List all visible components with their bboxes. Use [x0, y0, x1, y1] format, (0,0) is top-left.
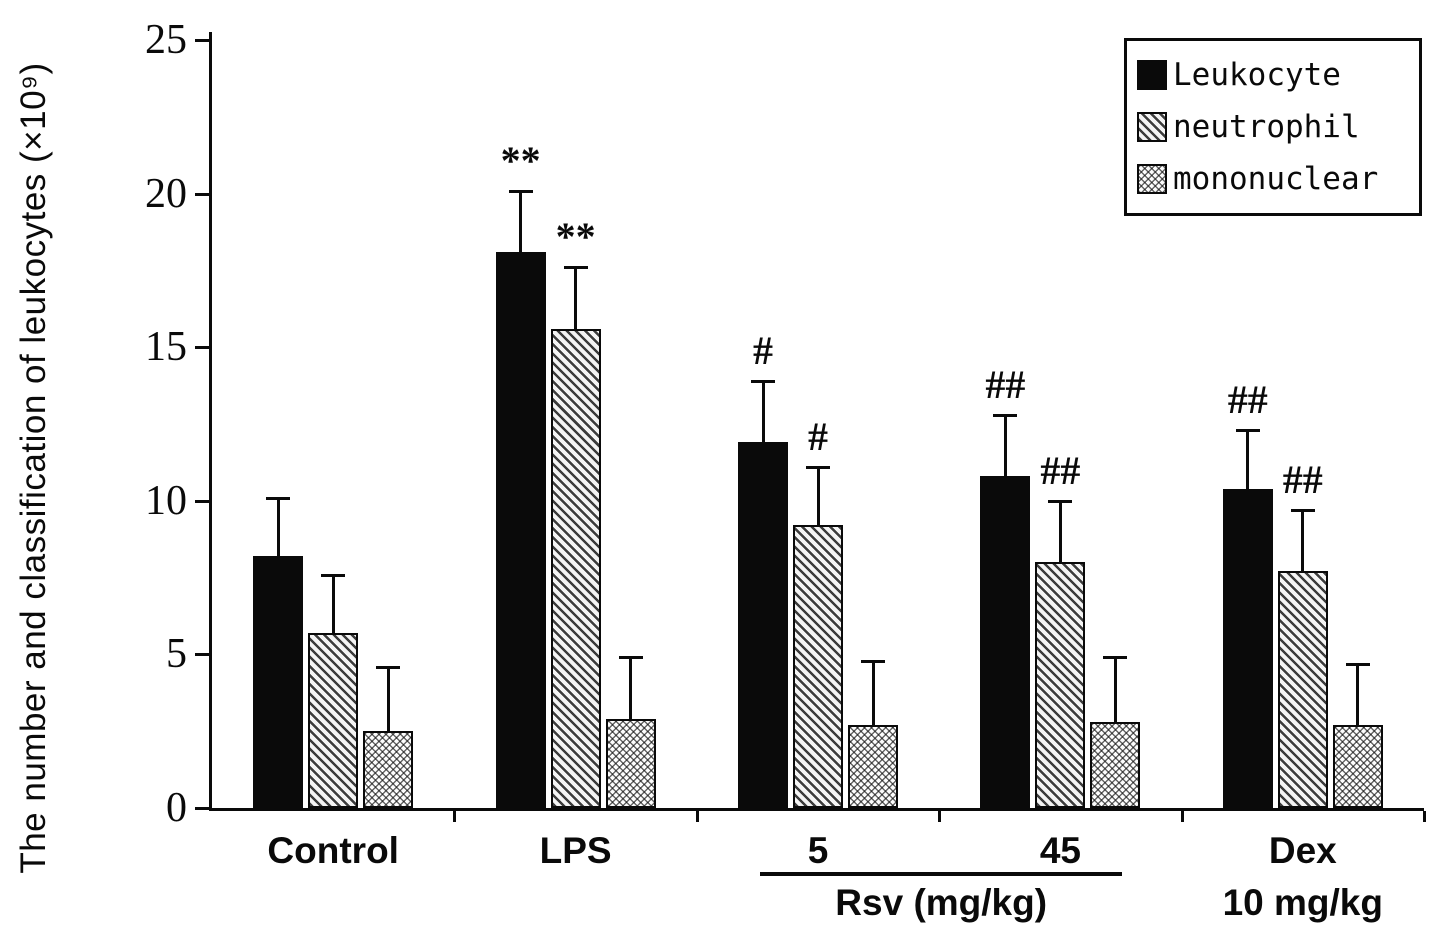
legend-item-mononuclear: mononuclear — [1137, 161, 1409, 197]
legend-label: neutrophil — [1173, 109, 1360, 145]
bar-mononuclear-45 — [1090, 721, 1141, 808]
error-bar-Leukocyte-Control — [276, 497, 280, 557]
bar-Leukocyte-45 — [980, 476, 1031, 808]
bar-neutrophil-LPS — [550, 328, 601, 808]
x-axis-label-45: 45 — [1039, 830, 1081, 871]
y-tick-mark — [195, 807, 209, 810]
y-axis-line — [209, 32, 212, 811]
y-tick-label: 10 — [145, 477, 187, 524]
significance-annotation: ## — [1040, 447, 1081, 493]
legend-item-neutrophil: neutrophil — [1137, 109, 1409, 145]
dex-dose-label: 10 mg/kg — [1222, 882, 1383, 923]
error-bar-mononuclear-5 — [871, 660, 875, 726]
significance-annotation: ## — [1227, 377, 1268, 423]
error-bar-mononuclear-LPS — [629, 657, 633, 719]
error-bar-mononuclear-Dex — [1356, 663, 1360, 726]
x-axis-label-5: 5 — [807, 830, 829, 871]
x-axis-label-Control: Control — [267, 830, 399, 871]
significance-annotation: ## — [1282, 457, 1323, 503]
y-tick-mark — [195, 192, 209, 196]
bar-mononuclear-LPS — [605, 718, 656, 808]
y-axis-title: The number and classification of leukocy… — [14, 62, 53, 874]
error-bar-cap — [806, 466, 830, 469]
error-bar-cap — [563, 266, 588, 270]
error-bar-neutrophil-LPS — [574, 267, 578, 329]
error-bar-cap — [993, 413, 1018, 417]
bar-mononuclear-5 — [848, 725, 898, 808]
error-bar-cap — [861, 659, 885, 663]
y-tick-label: 5 — [166, 631, 187, 678]
rsv-group-label: Rsv (mg/kg) — [835, 882, 1048, 923]
bar-neutrophil-45 — [1035, 562, 1086, 808]
bar-mononuclear-Dex — [1332, 725, 1383, 808]
y-tick-mark — [195, 499, 209, 503]
error-bar-Leukocyte-5 — [761, 380, 765, 443]
significance-annotation: ## — [985, 361, 1026, 407]
x-tick-mark — [1180, 811, 1184, 822]
y-tick-mark — [195, 346, 209, 350]
error-bar-cap — [1048, 499, 1073, 503]
error-bar-cap — [1235, 429, 1260, 433]
error-bar-cap — [266, 496, 291, 500]
bar-neutrophil-Control — [308, 632, 359, 808]
error-bar-neutrophil-Dex — [1301, 510, 1305, 572]
error-bar-cap — [321, 573, 346, 577]
error-bar-cap — [508, 189, 533, 193]
bar-Leukocyte-Control — [253, 556, 304, 808]
error-bar-cap — [1345, 662, 1370, 666]
error-bar-neutrophil-5 — [816, 467, 820, 526]
x-tick-mark — [453, 811, 457, 822]
bar-Leukocyte-Dex — [1222, 488, 1273, 808]
error-bar-cap — [618, 656, 643, 660]
y-tick-mark — [195, 39, 209, 42]
error-bar-Leukocyte-Dex — [1246, 430, 1250, 489]
bar-Leukocyte-LPS — [495, 251, 546, 808]
y-tick-label: 25 — [145, 17, 187, 63]
error-bar-cap — [376, 665, 401, 669]
chart-legend: Leukocyte neutrophil mononuclear — [1124, 38, 1422, 216]
rsv-bracket-line — [760, 872, 1123, 876]
legend-label: mononuclear — [1173, 161, 1379, 197]
error-bar-mononuclear-Control — [386, 666, 390, 732]
x-tick-mark — [695, 811, 699, 822]
x-axis-label-Dex: Dex — [1268, 830, 1337, 871]
y-tick-label: 15 — [145, 324, 187, 371]
error-bar-Leukocyte-LPS — [519, 190, 523, 252]
error-bar-Leukocyte-45 — [1003, 414, 1007, 477]
y-tick-mark — [195, 653, 209, 657]
error-bar-neutrophil-45 — [1058, 500, 1062, 563]
bar-neutrophil-Dex — [1277, 571, 1328, 808]
legend-item-Leukocyte: Leukocyte — [1137, 57, 1409, 93]
error-bar-cap — [751, 379, 775, 383]
significance-annotation: # — [753, 327, 773, 373]
mononuclear-swatch-icon — [1137, 164, 1167, 194]
y-tick-label: 0 — [166, 785, 187, 831]
bar-mononuclear-Control — [363, 731, 414, 808]
legend-label: Leukocyte — [1173, 57, 1341, 93]
bar-neutrophil-5 — [793, 525, 843, 808]
x-tick-mark — [1423, 811, 1426, 822]
significance-annotation: ** — [500, 137, 541, 183]
neutrophil-swatch-icon — [1137, 112, 1167, 142]
y-tick-label: 20 — [145, 170, 187, 217]
x-tick-mark — [938, 811, 942, 822]
Leukocyte-swatch-icon — [1137, 60, 1167, 90]
significance-annotation: ** — [555, 214, 596, 260]
significance-annotation: # — [808, 414, 828, 459]
error-bar-cap — [1290, 509, 1315, 513]
error-bar-cap — [1103, 656, 1128, 660]
x-axis-label-LPS: LPS — [539, 830, 612, 871]
error-bar-mononuclear-45 — [1113, 657, 1117, 722]
error-bar-neutrophil-Control — [331, 574, 335, 633]
bar-Leukocyte-5 — [738, 442, 788, 808]
x-axis-line — [209, 808, 1424, 811]
